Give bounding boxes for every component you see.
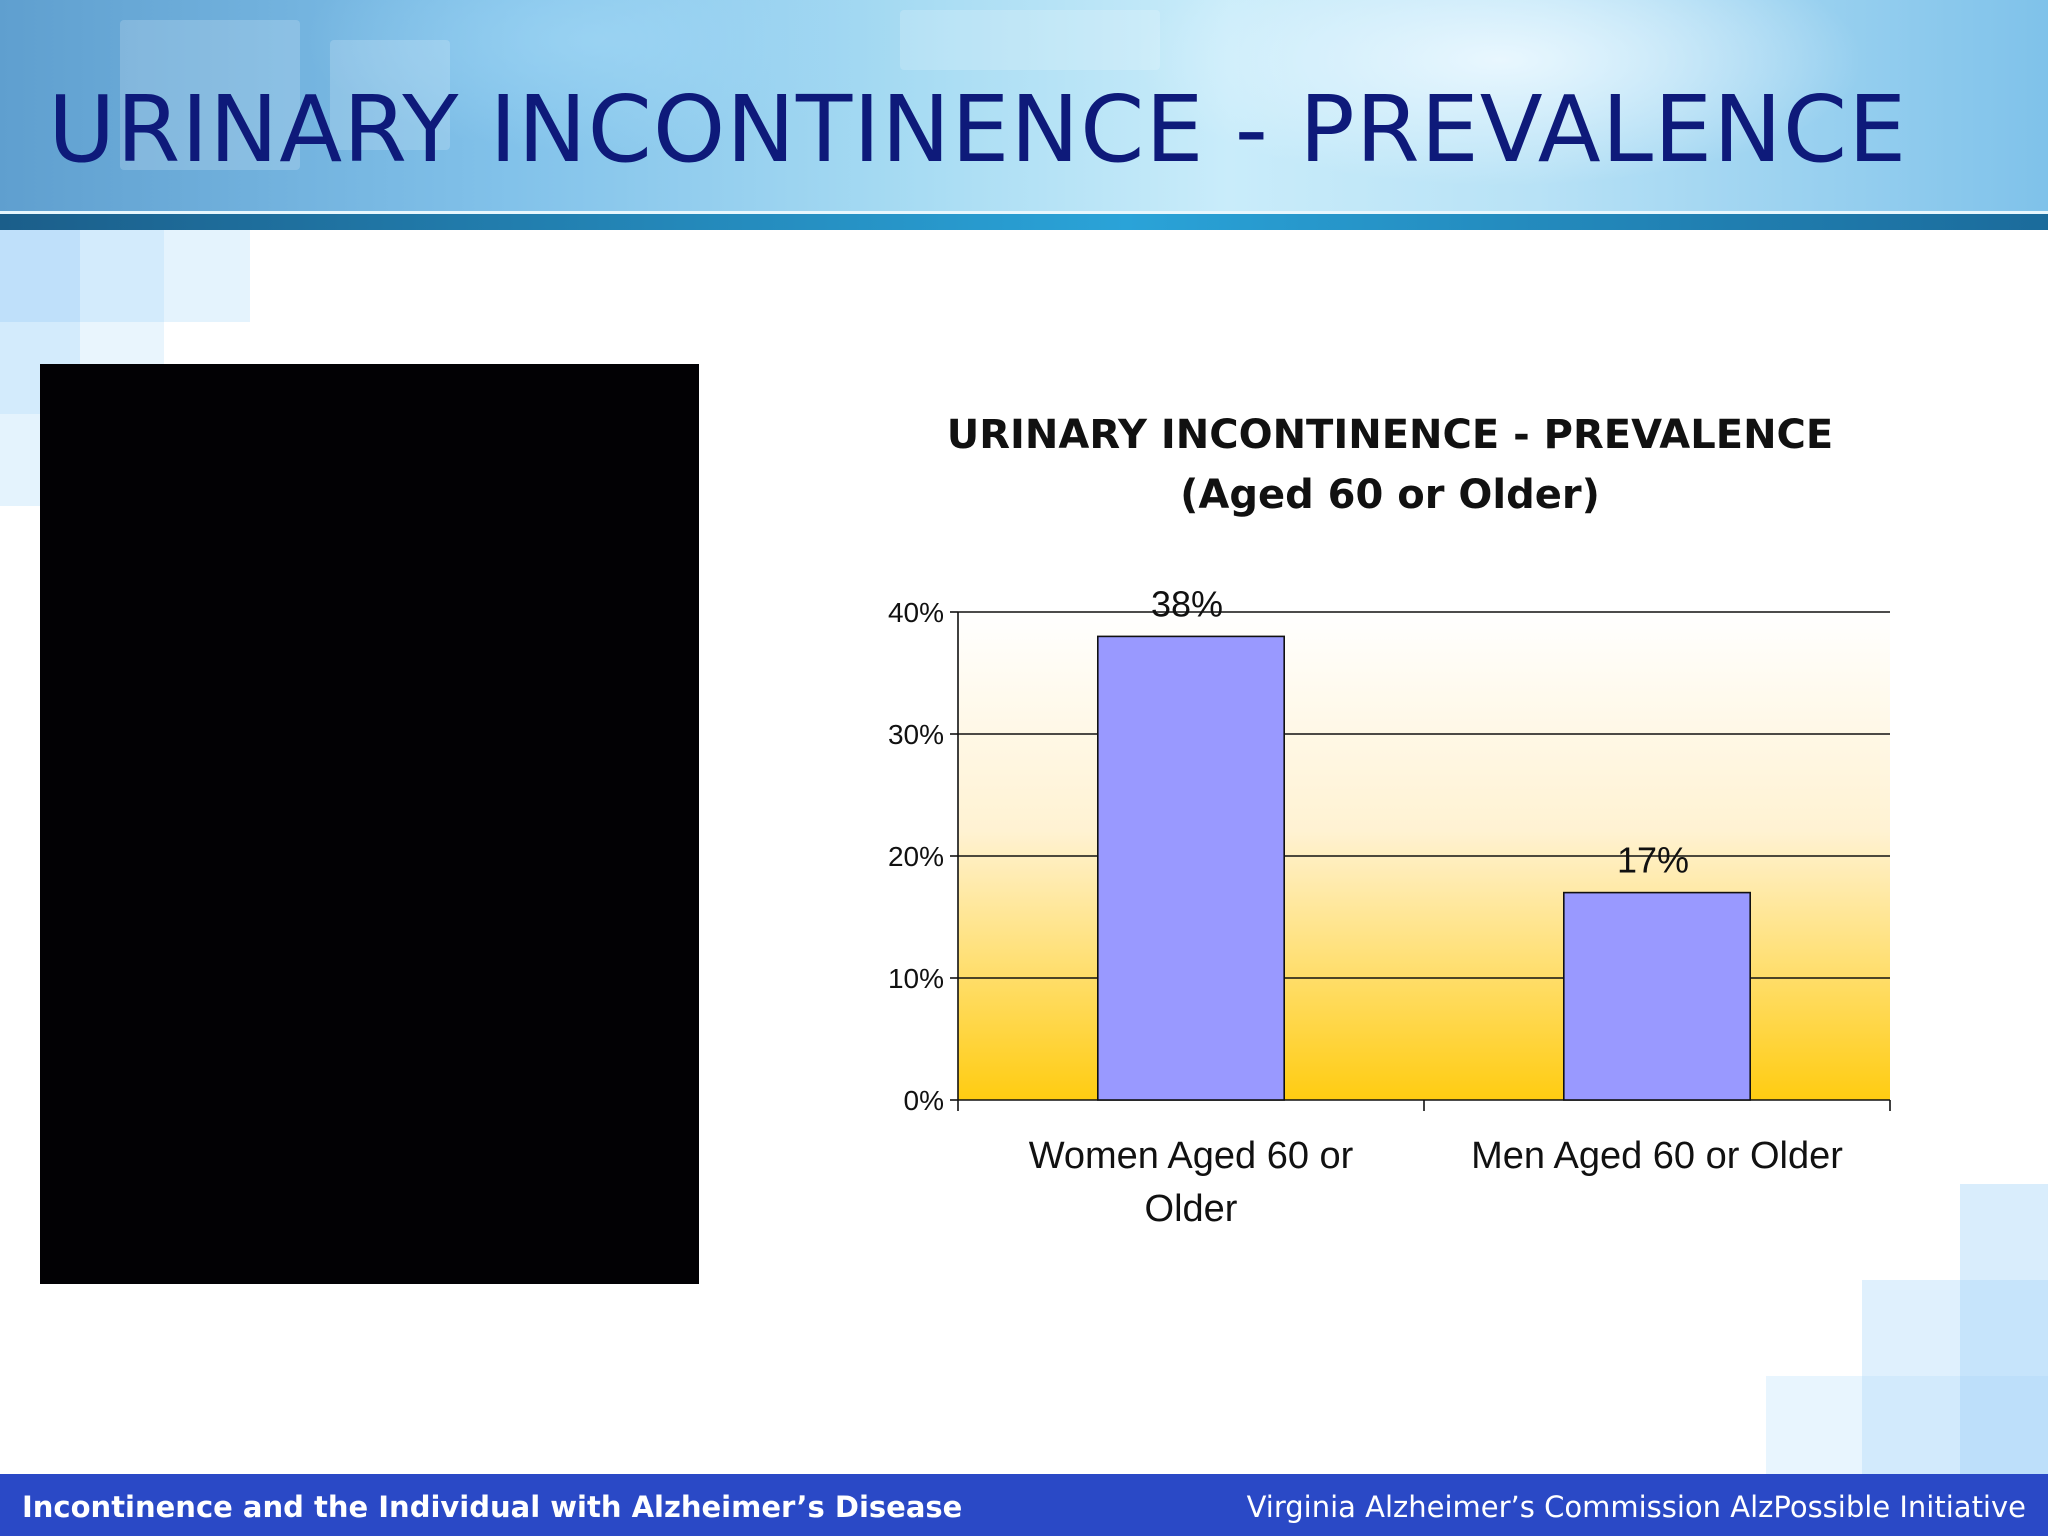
chart-title: URINARY INCONTINENCE - PREVALENCE bbox=[946, 412, 1834, 458]
decorative-square bbox=[1862, 1280, 1960, 1376]
data-label: 17% bbox=[1617, 840, 1689, 881]
decorative-square bbox=[0, 230, 80, 322]
data-label: 38% bbox=[1151, 583, 1223, 624]
slide-title: URINARY INCONTINENCE - PREVALENCE bbox=[48, 76, 1908, 183]
footer-presentation-title: Incontinence and the Individual with Alz… bbox=[22, 1490, 963, 1524]
x-category-label: Older bbox=[1145, 1188, 1238, 1230]
x-category-label: Women Aged 60 or bbox=[1029, 1135, 1354, 1177]
y-tick-label: 30% bbox=[888, 719, 944, 750]
chart: URINARY INCONTINENCE - PREVALENCE (Aged … bbox=[840, 390, 1940, 1260]
photo-placeholder bbox=[40, 364, 699, 1284]
y-tick-label: 20% bbox=[888, 841, 944, 872]
decorative-square bbox=[1862, 1376, 1960, 1474]
decorative-square bbox=[164, 230, 250, 322]
y-tick-label: 10% bbox=[888, 963, 944, 994]
bar bbox=[1562, 891, 1751, 1101]
header-banner bbox=[0, 0, 2048, 214]
x-category-label: Men Aged 60 or Older bbox=[1471, 1135, 1843, 1177]
chart-title-block: URINARY INCONTINENCE - PREVALENCE (Aged … bbox=[840, 405, 1940, 525]
decorative-square bbox=[1766, 1376, 1862, 1474]
footer-bar: Incontinence and the Individual with Alz… bbox=[0, 1474, 2048, 1536]
header-divider bbox=[0, 214, 2048, 230]
y-tick-label: 0% bbox=[904, 1085, 944, 1116]
chart-plot: 0% 10% 20% 30% 40% 38% Women Aged 60 or Older 17… bbox=[888, 583, 1891, 1230]
decorative-square bbox=[80, 230, 164, 322]
footer-organization: Virginia Alzheimer’s Commission AlzPossi… bbox=[1246, 1490, 2026, 1524]
decorative-square bbox=[1960, 1184, 2048, 1280]
y-tick-label: 40% bbox=[888, 597, 944, 628]
chart-subtitle: (Aged 60 or Older) bbox=[1180, 472, 1600, 518]
bar bbox=[1096, 635, 1285, 1101]
decorative-square bbox=[1960, 1280, 2048, 1376]
header-divider-highlight bbox=[0, 211, 2048, 214]
decorative-square bbox=[1960, 1376, 2048, 1474]
